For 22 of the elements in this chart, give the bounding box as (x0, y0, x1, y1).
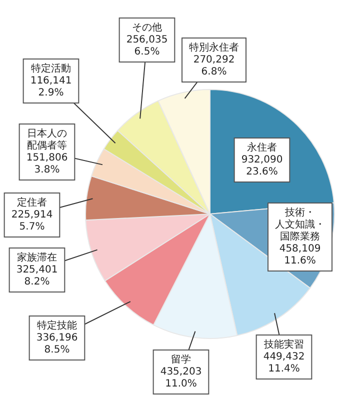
data-label: 256,035 6.5% (126, 34, 168, 58)
slice-label: その他 (132, 22, 162, 34)
data-label: 458,109 11.6% (279, 244, 321, 267)
slice-label: 特定技能 (37, 320, 77, 332)
data-label: 325,401 8.2% (16, 264, 58, 288)
slice-label: 特定活動 (31, 62, 71, 75)
slice-label: 技能実習 (263, 338, 304, 351)
slice-label: 留学 (171, 354, 191, 366)
slice-label: 家族滞在 (17, 252, 57, 264)
data-label: 336,196 8.5% (36, 332, 78, 356)
slice-label: 定住者 (17, 196, 47, 209)
data-label: 449,432 11.4% (263, 352, 305, 375)
slice-label: 特別永住者 (189, 42, 239, 54)
data-label: 435,203 11.0% (160, 366, 202, 390)
slice-label: 永住者 (247, 142, 277, 154)
slice-label: 日本人の配偶者等 (27, 128, 67, 152)
data-label: 116,141 2.9% (30, 76, 72, 99)
data-label: 932,090 23.6% (241, 154, 283, 178)
data-label: 225,914 5.7% (11, 210, 53, 233)
slice-label: 技術・人文知識・国際業務 (275, 206, 325, 243)
data-label: 270,292 6.8% (193, 54, 235, 78)
data-label: 151,806 3.8% (26, 152, 68, 176)
